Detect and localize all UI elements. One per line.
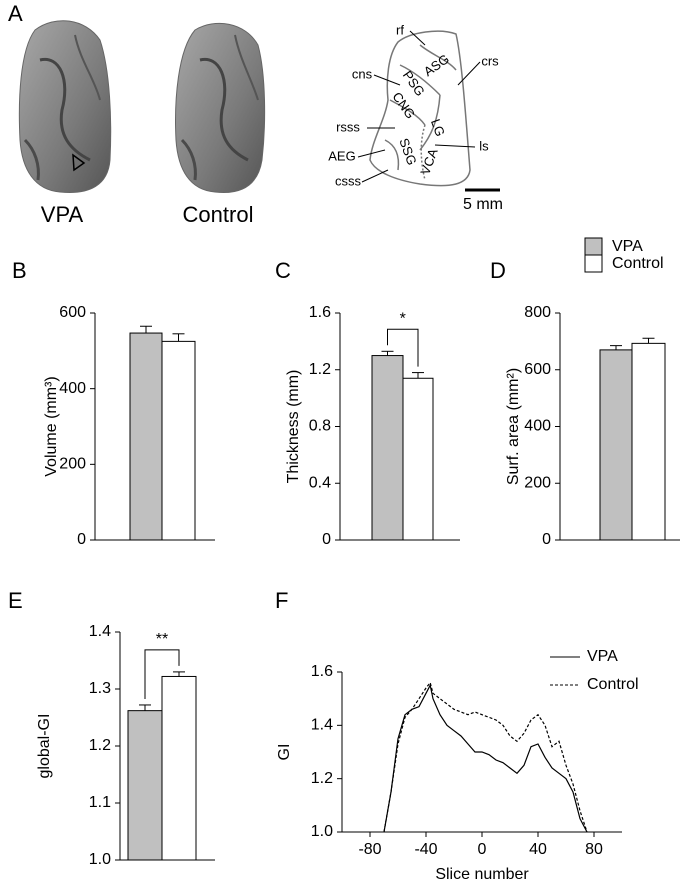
brain-render-vpa [18,20,112,194]
leader-line [434,144,476,148]
legend-swatch [584,237,603,256]
bar [631,342,666,541]
y-axis-label: global-GI [36,714,53,779]
diagram-label: ls [479,138,489,153]
y-tick-label: 1.2 [89,737,111,754]
legend-label: Control [587,676,639,693]
bar [161,675,197,861]
panel-label: B [12,258,27,283]
panel-label: E [8,588,23,613]
significance-mark: ** [156,631,168,648]
y-tick-label: 0 [77,531,86,548]
panel-label: A [8,1,23,26]
significance-mark: * [400,311,406,328]
diagram-label: rf [396,22,404,37]
y-axis-label: GI [276,744,293,761]
diagram-label: csss [335,173,362,188]
bar [127,710,163,861]
legend-label: VPA [587,648,618,665]
leader-line [409,30,426,46]
y-tick-label: 200 [59,456,86,473]
y-tick-label: 1.4 [311,717,333,734]
image-label: VPA [41,202,84,227]
panel-label: C [275,258,291,283]
y-tick-label: 1.3 [89,680,111,697]
leader-line [373,74,401,86]
x-tick-label: -80 [358,841,381,858]
bar [402,377,434,541]
diagram-label: ASG [421,51,452,79]
diagram-label: crs [481,53,499,68]
y-axis-label: Volume (mm³) [43,376,60,476]
brain-render-control [175,22,266,194]
leader-line [357,149,386,158]
bar [129,332,163,541]
leader-line [361,169,389,183]
y-tick-label: 600 [524,361,551,378]
x-tick-label: 0 [478,841,487,858]
bar [599,349,633,541]
y-tick-label: 400 [59,380,86,397]
legend-swatch [584,254,603,273]
y-tick-label: 1.6 [309,304,331,321]
y-tick-label: 0 [542,531,551,548]
bar [371,355,404,541]
y-tick-label: 600 [59,304,86,321]
y-tick-label: 0.8 [309,418,331,435]
x-tick-label: 40 [529,841,547,858]
y-tick-label: 0 [322,531,331,548]
y-tick-label: 1.6 [311,663,333,680]
series-line [383,681,588,833]
x-tick-label: 80 [585,841,603,858]
y-tick-label: 800 [524,304,551,321]
scale-bar-label: 5 mm [463,196,503,213]
diagram-label: LG [428,117,448,138]
x-tick-label: -40 [414,841,437,858]
significance-bracket [387,328,419,367]
legend-label: Control [612,255,664,272]
diagram-label: cns [352,66,373,81]
y-tick-label: 0.4 [309,474,331,491]
diagram-label: rsss [336,119,360,134]
legend-label: VPA [612,238,643,255]
image-label: Control [183,202,254,227]
significance-bracket [144,649,180,699]
panel-label: F [275,588,288,613]
y-axis-label: Thickness (mm) [285,370,302,484]
diagram-label: SSG [396,136,419,167]
y-tick-label: 1.0 [311,823,333,840]
diagram-label: VCA [417,146,440,177]
y-tick-label: 400 [524,418,551,435]
y-tick-label: 1.4 [89,623,111,640]
diagram-label: AEG [328,148,355,163]
y-tick-label: 1.2 [311,770,333,787]
x-axis-label: Slice number [435,866,529,883]
panel-label: D [490,258,506,283]
y-tick-label: 1.0 [89,851,111,868]
y-axis-label: Surf. area (mm²) [505,368,522,485]
leader-line [457,61,481,86]
series-line [383,683,588,833]
bar [161,340,196,541]
y-tick-label: 1.1 [89,794,111,811]
y-tick-label: 200 [524,474,551,491]
sulcus-diagram [369,30,471,187]
y-tick-label: 1.2 [309,361,331,378]
